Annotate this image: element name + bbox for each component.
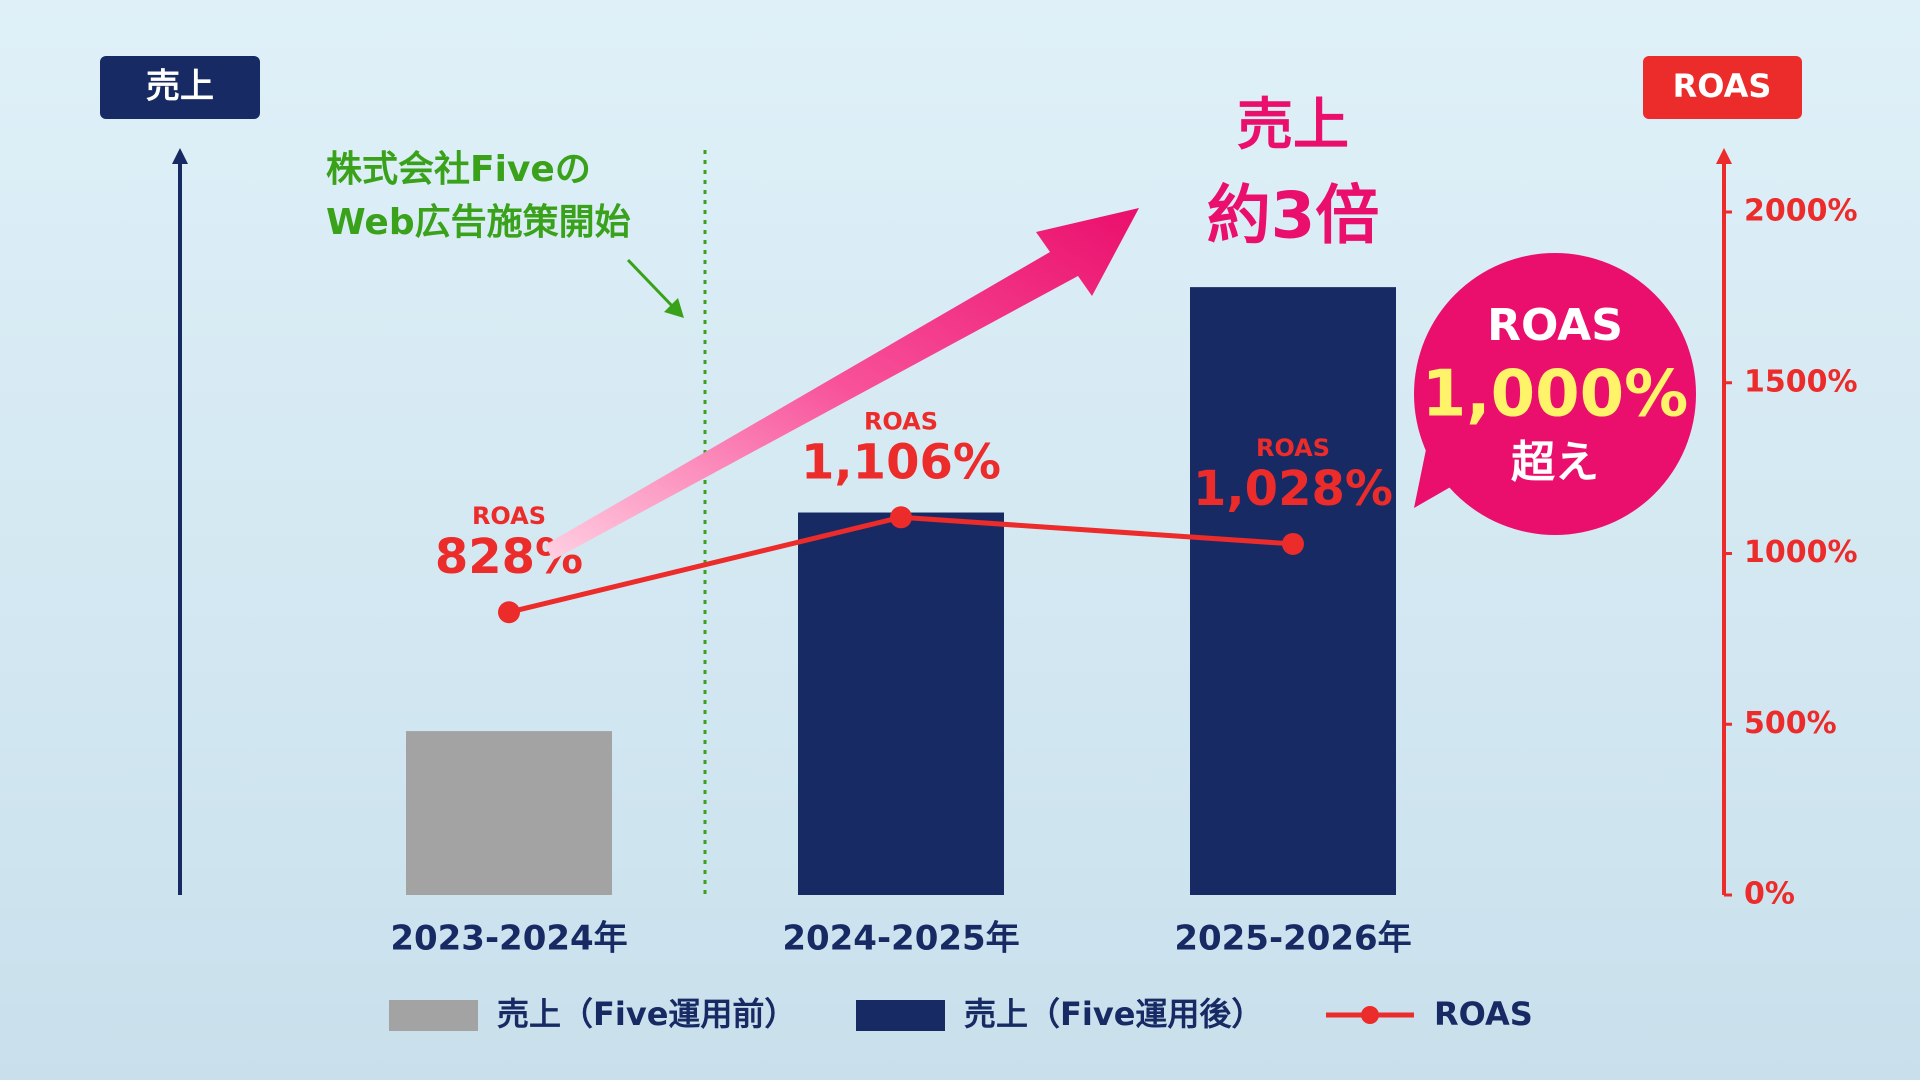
roas-point bbox=[498, 601, 520, 624]
annotation-arrow bbox=[626, 258, 678, 312]
bar bbox=[1190, 287, 1396, 895]
annotation: 1,000% bbox=[1422, 358, 1689, 432]
y2-tick-label: 500% bbox=[1744, 706, 1837, 741]
x-tick-label: 2023-2024年 bbox=[390, 919, 627, 959]
point-name: ROAS bbox=[864, 407, 938, 435]
growth-arrow bbox=[545, 208, 1139, 560]
y-title-box bbox=[100, 56, 260, 119]
y2-axis-arrow bbox=[1716, 148, 1732, 164]
point-name: ROAS bbox=[1256, 434, 1330, 462]
roas-point bbox=[1282, 532, 1304, 555]
annotation-arrow-head bbox=[664, 298, 684, 318]
roas-point bbox=[890, 506, 912, 529]
annotation: 約3倍 bbox=[1207, 180, 1380, 254]
y2-title: ROAS bbox=[1673, 67, 1772, 105]
bar bbox=[406, 731, 612, 895]
annotation: 株式会社Fiveの bbox=[326, 149, 591, 190]
annotation: 超え bbox=[1511, 437, 1599, 488]
value-label: 1,106% bbox=[801, 434, 1001, 490]
y2-tick-label: 0% bbox=[1744, 877, 1795, 912]
bar bbox=[798, 512, 1004, 895]
legend-label: 売上（Five運用前） bbox=[497, 995, 796, 1033]
legend-label: 売上（Five運用後） bbox=[964, 995, 1263, 1033]
legend-label: ROAS bbox=[1434, 995, 1533, 1033]
value-label: 1,028% bbox=[1193, 461, 1393, 517]
y2-tick-label: 1500% bbox=[1744, 364, 1858, 399]
annotation: Web広告施策開始 bbox=[326, 202, 631, 243]
annotation: ROAS bbox=[1487, 300, 1623, 351]
y2-title-box bbox=[1643, 56, 1802, 119]
x-tick-label: 2025-2026年 bbox=[1174, 919, 1411, 959]
legend-marker bbox=[1361, 1006, 1379, 1024]
x-tick-label: 2024-2025年 bbox=[782, 919, 1019, 959]
bubble bbox=[1414, 253, 1696, 535]
legend-swatch bbox=[856, 1000, 945, 1031]
legend-swatch bbox=[389, 1000, 478, 1031]
y2-tick-label: 2000% bbox=[1744, 194, 1858, 229]
y-title: 売上 bbox=[146, 67, 214, 107]
annotation: 売上 bbox=[1237, 93, 1349, 158]
y-axis-arrow bbox=[172, 148, 188, 164]
point-name: ROAS bbox=[472, 502, 546, 530]
y2-tick-label: 1000% bbox=[1744, 535, 1858, 570]
